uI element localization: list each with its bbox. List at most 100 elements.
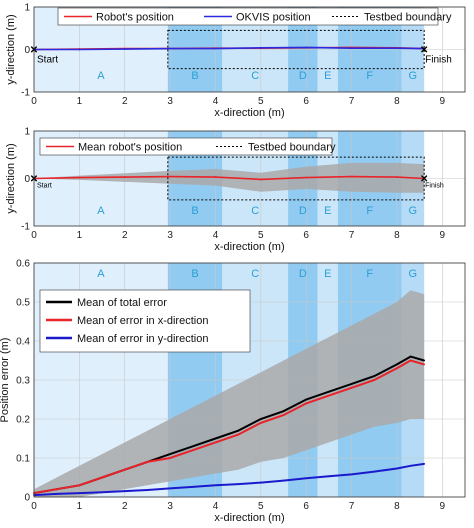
x-tick-label: 7 [349, 230, 355, 241]
data-point [350, 47, 353, 50]
x-tick-label: 8 [394, 96, 400, 107]
data-point [214, 441, 217, 444]
y-tick-label: 0.4 [16, 337, 30, 348]
data-point [409, 355, 412, 358]
start-label: Start [37, 183, 52, 190]
data-point [146, 461, 149, 463]
x-tick-label: 0 [31, 501, 37, 512]
data-point [259, 178, 262, 181]
data-point [191, 445, 194, 448]
data-point [78, 484, 81, 487]
x-tick-label: 1 [77, 501, 83, 512]
x-tick-label: 4 [213, 96, 219, 107]
x-tick-label: 9 [440, 501, 446, 512]
zone-label-a: A [97, 268, 105, 280]
data-point [101, 491, 103, 494]
x-tick-label: 5 [258, 230, 264, 241]
zone-label-d: D [299, 205, 307, 217]
x-tick-label: 3 [167, 501, 173, 512]
zone-label-b: B [191, 205, 198, 217]
y-tick-label: 1 [24, 3, 30, 14]
zone-label-c: C [251, 268, 259, 280]
data-point [123, 468, 126, 471]
x-tick-label: 2 [122, 501, 128, 512]
x-tick-label: 9 [440, 96, 446, 107]
x-tick-label: 7 [349, 96, 355, 107]
data-point [214, 176, 217, 178]
data-point [169, 457, 172, 459]
legend-label: Mean robot's position [78, 142, 182, 154]
y-axis-label: Position error (m) [0, 338, 11, 423]
finish-marker: ✕ [420, 174, 428, 185]
zone-label-c: C [251, 70, 259, 82]
legend-label: Mean of error in x-direction [77, 315, 208, 327]
y-tick-label: 0 [24, 493, 30, 504]
legend-label: Mean of error in y-direction [77, 333, 208, 345]
y-tick-label: 1 [24, 127, 30, 138]
data-point [350, 383, 353, 385]
legend-label: Testbed boundary [364, 12, 452, 24]
x-tick-label: 9 [440, 230, 446, 241]
data-point [373, 375, 376, 377]
data-point [423, 47, 426, 50]
x-axis-label: x-direction (m) [214, 512, 284, 524]
data-point [214, 47, 217, 50]
data-point [350, 175, 353, 178]
x-tick-label: 0 [31, 96, 37, 107]
zone-label-f: F [366, 70, 373, 82]
zone-label-g: G [409, 268, 418, 280]
x-tick-label: 6 [303, 230, 309, 241]
data-point [237, 429, 240, 432]
x-tick-label: 4 [213, 230, 219, 241]
x-tick-label: 3 [167, 96, 173, 107]
zone-label-a: A [97, 205, 105, 217]
data-point [259, 422, 262, 424]
x-tick-label: 0 [31, 230, 37, 241]
x-tick-label: 5 [258, 96, 264, 107]
data-point [409, 464, 412, 467]
data-point [282, 414, 285, 416]
data-point [169, 453, 172, 455]
x-tick-label: 1 [77, 96, 83, 107]
testbed-boundary [167, 29, 425, 70]
data-point [214, 437, 217, 440]
finish-marker: ✕ [420, 45, 428, 56]
data-point [78, 492, 81, 494]
data-point [78, 176, 81, 179]
confidence-band [34, 290, 425, 497]
zone-label-g: G [409, 70, 418, 82]
data-point [327, 475, 330, 478]
zone-label-f: F [366, 205, 373, 217]
data-point [423, 359, 426, 362]
x-tick-label: 1 [77, 230, 83, 241]
legend-label: Testbed boundary [248, 142, 336, 154]
data-point [123, 490, 126, 493]
zone-label-a: A [97, 70, 105, 82]
y-tick-label: 0 [24, 45, 30, 56]
legend-box [39, 137, 333, 156]
data-point [55, 488, 58, 491]
series-line [33, 175, 425, 181]
x-tick-label: 4 [213, 501, 219, 512]
data-point [282, 479, 285, 482]
y-tick-label: 0.6 [16, 259, 30, 270]
data-point [396, 176, 398, 178]
data-point [373, 379, 376, 381]
legend-label: OKVIS position [236, 12, 311, 24]
x-tick-label: 2 [122, 230, 128, 241]
data-point [191, 485, 194, 488]
x-tick-label: 8 [394, 230, 400, 241]
y-tick-label: 0 [24, 174, 30, 185]
data-point [169, 175, 172, 178]
data-point [305, 402, 308, 405]
data-point [305, 46, 308, 49]
data-point [169, 47, 172, 50]
axes-frame [33, 262, 466, 498]
finish-label: Finish [425, 183, 444, 190]
data-point [305, 176, 308, 179]
x-tick-label: 6 [303, 501, 309, 512]
y-tick-label: -1 [21, 222, 30, 233]
x-tick-label: 8 [394, 501, 400, 512]
